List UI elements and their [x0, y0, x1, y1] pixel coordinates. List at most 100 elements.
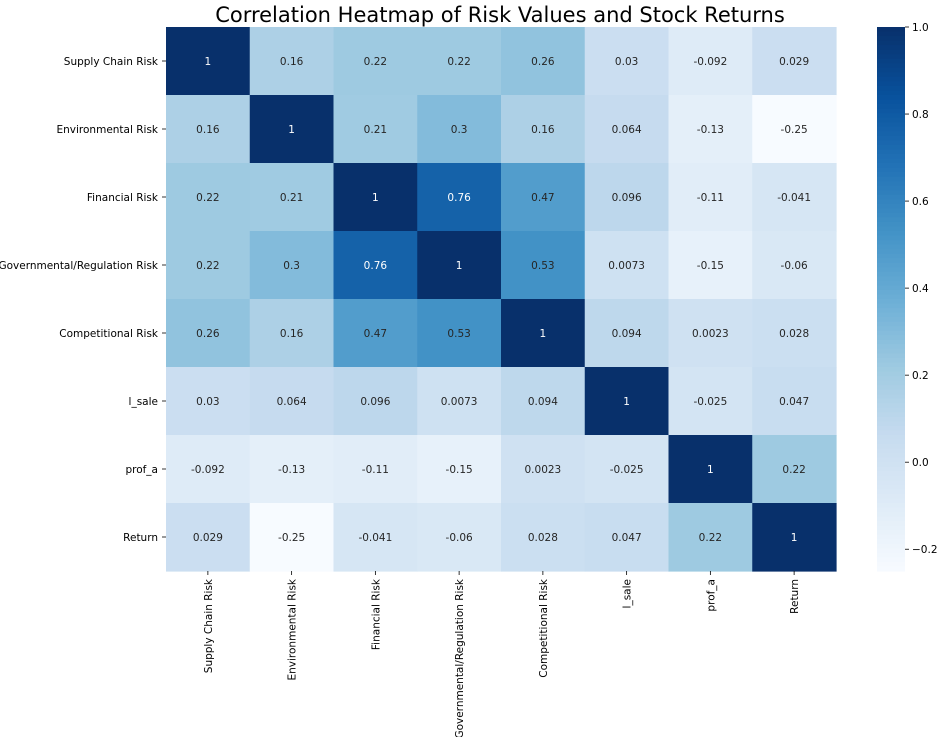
- heatmap-cell: [249, 27, 335, 96]
- colorbar-segment: [877, 217, 905, 223]
- heatmap-cell: [668, 231, 753, 300]
- cell-value-label: 0.21: [280, 192, 303, 204]
- cell-value-label: 0.029: [779, 56, 809, 68]
- colorbar-segment: [877, 36, 905, 42]
- colorbar-segment: [877, 117, 905, 123]
- heatmap-cell: [417, 435, 502, 504]
- heatmap-cell: [668, 163, 753, 232]
- heatmap-cell: [584, 27, 670, 96]
- colorbar-segment: [877, 525, 905, 531]
- colorbar-segment: [877, 353, 905, 359]
- colorbar-segment: [877, 407, 905, 413]
- cell-value-label: 0.094: [528, 396, 558, 408]
- colorbar-segment: [877, 557, 905, 563]
- colorbar-segment: [877, 135, 905, 141]
- row-labels: Supply Chain Risk Environmental Risk Finan…: [0, 56, 166, 544]
- cell-value-label: -0.025: [693, 396, 727, 408]
- cell-value-label: 0.03: [196, 396, 219, 408]
- cell-value-label: 0.3: [283, 260, 300, 272]
- cell-value-label: -0.11: [697, 192, 724, 204]
- colorbar-segment: [877, 58, 905, 64]
- heatmap-cell: [333, 27, 418, 96]
- colorbar-segment: [877, 394, 905, 400]
- cell-value-label: 0.26: [196, 328, 220, 340]
- colorbar-segment: [877, 140, 905, 146]
- colorbar-segment: [877, 126, 905, 132]
- colorbar-segment: [877, 299, 905, 305]
- chart-title: Correlation Heatmap of Risk Values and S…: [215, 3, 785, 27]
- heatmap-cell: [166, 95, 251, 164]
- cell-value-label: 1: [707, 464, 714, 476]
- colorbar-segment: [877, 285, 905, 291]
- cell-value-label: 0.22: [782, 464, 805, 476]
- colorbar-segment: [877, 380, 905, 386]
- colorbar-segment: [877, 503, 905, 509]
- row-label: Environmental Risk: [57, 124, 159, 136]
- colorbar-segment: [877, 484, 905, 490]
- cell-value-label: -0.092: [693, 56, 727, 68]
- colorbar-segment: [877, 221, 905, 228]
- colorbar-segment: [877, 539, 905, 545]
- colorbar-tick-label: 0.2: [912, 370, 929, 382]
- heatmap-cell: [249, 299, 335, 368]
- colorbar-segment: [877, 190, 905, 196]
- colorbar-segment: [877, 357, 905, 364]
- colorbar-segment: [877, 321, 905, 327]
- heatmap-cell: [417, 95, 502, 164]
- colorbar-segment: [877, 507, 905, 513]
- colorbar-segment: [877, 76, 905, 82]
- colorbar-segment: [877, 362, 905, 368]
- colorbar-segment: [877, 212, 905, 218]
- colorbar-segment: [877, 40, 905, 46]
- colorbar-segment: [877, 412, 905, 418]
- colorbar-segment: [877, 480, 905, 486]
- colorbar-segment: [877, 276, 905, 282]
- colorbar-segment: [877, 67, 905, 73]
- heatmap-cell: [333, 367, 418, 436]
- heatmap-cell: [417, 299, 502, 368]
- heatmap-cell: [752, 435, 837, 504]
- colorbar-tick-label: 0.6: [912, 196, 929, 208]
- column-labels: Supply Chain Risk Environmental Risk Finan…: [203, 571, 801, 737]
- heatmap-cell: [417, 27, 502, 96]
- cell-value-label: 0.096: [612, 192, 642, 204]
- colorbar-segment: [877, 289, 905, 296]
- colorbar-segment: [877, 63, 905, 69]
- column-label: Supply Chain Risk: [203, 578, 215, 673]
- colorbar-segment: [877, 326, 905, 332]
- colorbar-segment: [877, 552, 905, 558]
- colorbar-segment: [877, 167, 905, 173]
- colorbar-segment: [877, 54, 905, 60]
- cell-value-label: 0.047: [612, 532, 642, 544]
- heatmap-cell: [501, 367, 586, 436]
- cell-value-label: -0.15: [446, 464, 473, 476]
- colorbar-segment: [877, 512, 905, 518]
- cell-value-label: 0.22: [699, 532, 722, 544]
- heatmap-cell: [584, 299, 670, 368]
- colorbar-segment: [877, 339, 905, 345]
- heatmap-cell: [501, 27, 586, 96]
- colorbar-segment: [877, 294, 905, 300]
- colorbar-segment: [877, 104, 905, 110]
- colorbar-segment: [877, 367, 905, 373]
- colorbar-segment: [877, 144, 905, 150]
- heatmap-cell: [584, 435, 670, 504]
- row-label: l_sale: [129, 396, 158, 408]
- heatmap-cell: [584, 163, 670, 232]
- colorbar-segment: [877, 113, 905, 119]
- row-label: Competitional Risk: [59, 328, 159, 340]
- heatmap-cell: [249, 95, 335, 164]
- cell-value-label: 0.53: [531, 260, 554, 272]
- heatmap-cell: [166, 503, 251, 572]
- colorbar-segment: [877, 258, 905, 264]
- column-label: Financial Risk: [370, 578, 382, 650]
- colorbar-segment: [877, 49, 905, 55]
- colorbar-segment: [877, 371, 905, 377]
- heatmap-cell: [752, 367, 837, 436]
- colorbar-segment: [877, 348, 905, 354]
- heatmap-cell: [249, 435, 335, 504]
- colorbar-segment: [877, 208, 905, 214]
- cell-value-label: -0.092: [191, 464, 225, 476]
- colorbar-segment: [877, 131, 905, 137]
